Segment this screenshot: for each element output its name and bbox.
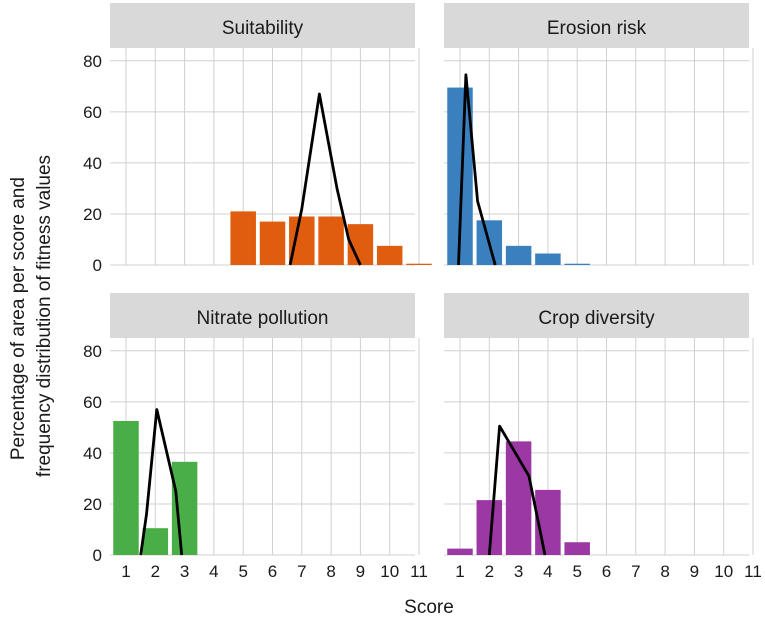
x-tick-label: 10 bbox=[380, 562, 399, 581]
distribution-line bbox=[457, 73, 497, 266]
y-tick-label: 60 bbox=[83, 103, 102, 122]
y-axis-title-line-1: Percentage of area per score and bbox=[8, 177, 29, 460]
facet-strip bbox=[444, 293, 749, 338]
x-tick-label: 1 bbox=[455, 562, 464, 581]
y-tick-label: 20 bbox=[83, 495, 102, 514]
bar bbox=[142, 528, 169, 555]
y-tick-label: 60 bbox=[83, 393, 102, 412]
distribution-line bbox=[487, 424, 547, 556]
y-tick-label: 20 bbox=[83, 205, 102, 224]
bar bbox=[406, 263, 432, 265]
bar bbox=[113, 420, 139, 555]
x-tick-label: 4 bbox=[209, 562, 218, 581]
panel-2: Erosion risk bbox=[444, 3, 754, 266]
x-tick-label: 2 bbox=[485, 562, 494, 581]
bar bbox=[230, 211, 256, 265]
x-tick-label: 4 bbox=[543, 562, 552, 581]
x-tick-label: 3 bbox=[514, 562, 523, 581]
x-tick-label: 2 bbox=[151, 562, 160, 581]
y-tick-label: 40 bbox=[83, 444, 102, 463]
y-tick-label: 40 bbox=[83, 154, 102, 173]
bar bbox=[171, 461, 198, 555]
x-tick-label: 9 bbox=[690, 562, 699, 581]
x-tick-label: 6 bbox=[602, 562, 611, 581]
y-tick-label: 0 bbox=[93, 546, 102, 565]
facet-strip bbox=[444, 3, 749, 48]
x-tick-label: 1 bbox=[121, 562, 130, 581]
y-tick-label: 80 bbox=[83, 342, 102, 361]
facet-strip bbox=[110, 293, 415, 338]
x-tick-label: 5 bbox=[572, 562, 581, 581]
bar bbox=[259, 221, 286, 265]
x-tick-label: 7 bbox=[631, 562, 640, 581]
bar bbox=[376, 245, 403, 265]
bar bbox=[535, 253, 561, 265]
x-tick-label: 9 bbox=[356, 562, 365, 581]
facet-title: Erosion risk bbox=[547, 18, 647, 39]
x-tick-label: 5 bbox=[238, 562, 247, 581]
y-axis-title: Percentage of area per score and frequen… bbox=[8, 155, 55, 477]
panel-1: Suitability 0 20 40 60 80 bbox=[83, 3, 432, 275]
bar bbox=[318, 216, 344, 265]
bar bbox=[447, 548, 473, 555]
x-tick-label: 11 bbox=[410, 562, 428, 581]
facet-title: Nitrate pollution bbox=[196, 308, 328, 329]
x-tick-label: 3 bbox=[180, 562, 189, 581]
distribution-line bbox=[288, 92, 362, 266]
facet-strip bbox=[110, 3, 415, 48]
bar bbox=[289, 216, 315, 265]
x-tick-label: 8 bbox=[326, 562, 335, 581]
distribution-line bbox=[139, 408, 184, 556]
y-axis-title-line-2: frequency distribution of fitness values bbox=[34, 155, 55, 477]
x-tick-label: 7 bbox=[297, 562, 306, 581]
x-axis-title: Score bbox=[404, 597, 454, 618]
x-tick-label: 10 bbox=[714, 562, 733, 581]
facet-title: Suitability bbox=[222, 18, 304, 39]
bar bbox=[564, 542, 590, 555]
x-tick-label: 8 bbox=[660, 562, 669, 581]
facet-title: Crop diversity bbox=[538, 308, 655, 329]
y-tick-label: 80 bbox=[83, 52, 102, 71]
panel-4: Crop diversity 1 2 3 4 5 6 7 8 9 10 11 bbox=[444, 293, 762, 581]
y-tick-label: 0 bbox=[93, 256, 102, 275]
x-tick-label: 6 bbox=[268, 562, 277, 581]
x-tick-label: 11 bbox=[744, 562, 762, 581]
panel-3: Nitrate pollution 0 20 40 60 80 1 2 3 4 5 6 7 8 9 10 11 bbox=[83, 293, 428, 581]
bar bbox=[505, 245, 532, 265]
bar bbox=[564, 263, 590, 265]
